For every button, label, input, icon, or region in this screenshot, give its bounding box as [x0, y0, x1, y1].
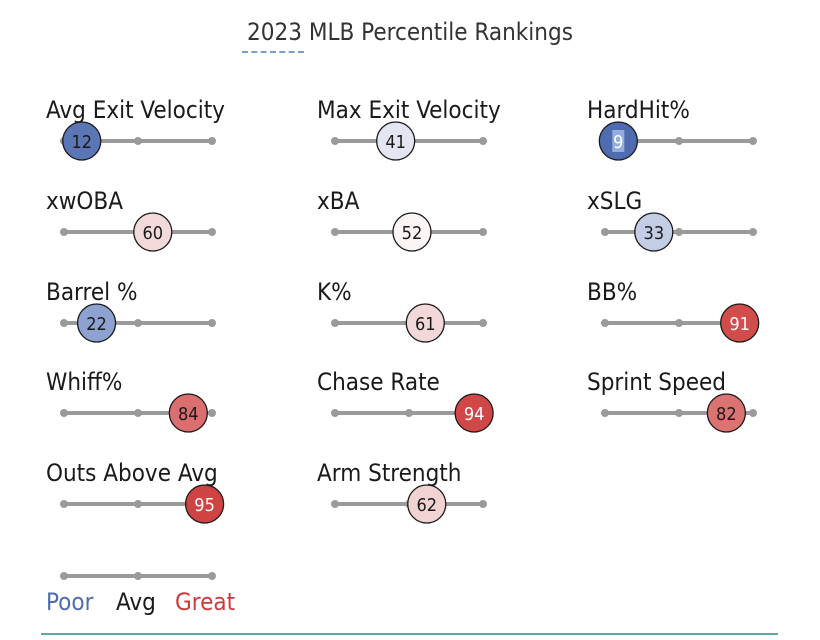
metric-chase-rate-tick-0: [331, 409, 339, 417]
metric-avg-exit-velocity-tick-1: [134, 137, 142, 145]
metric-xba-marker: [392, 212, 432, 252]
metric-hardhit-value: 9: [613, 132, 623, 153]
metric-avg-exit-velocity-marker: [62, 121, 102, 161]
metric-arm-strength-marker: [407, 484, 447, 524]
metric-max-exit-velocity-tick-0: [331, 137, 339, 145]
metric-barrel-tick-1: [134, 319, 142, 327]
chart-title-wrap: 2023 MLB Percentile Rankings: [0, 18, 820, 46]
metric-outs-above-avg-marker: [184, 484, 225, 524]
metric-sprint-speed-value: 82: [716, 404, 737, 425]
metric-max-exit-velocity-marker: [376, 121, 416, 161]
metric-barrel-tick-2: [208, 319, 216, 327]
metric-outs-above-avg-tick-1: [134, 500, 142, 508]
metric-xwoba-value: 60: [142, 223, 163, 244]
metric-xwoba-marker: [133, 212, 173, 252]
metric-xwoba-tick-0: [60, 228, 68, 236]
metric-xba-value: 52: [402, 223, 423, 244]
metric-sprint-speed-tick-1: [675, 409, 683, 417]
metric-avg-exit-velocity-label: Avg Exit Velocity: [46, 96, 225, 124]
metric-arm-strength-value: 62: [416, 495, 437, 516]
metric-max-exit-velocity-tick-2: [479, 137, 487, 145]
metric-bb-tick-0: [601, 319, 609, 327]
metric-arm-strength-tick-0: [331, 500, 339, 508]
metric-xwoba-label: xwOBA: [46, 187, 124, 215]
metric-bb-marker: [720, 303, 760, 343]
metric-outs-above-avg-label: Outs Above Avg: [46, 459, 218, 487]
legend-label-avg: Avg: [116, 588, 156, 616]
bottom-rule: [41, 633, 778, 635]
metric-k-marker: [405, 303, 445, 343]
metric-xslg-tick-2: [749, 228, 757, 236]
legend-tick-1: [134, 572, 142, 580]
metric-k-tick-2: [479, 319, 487, 327]
metric-max-exit-velocity-label: Max Exit Velocity: [317, 96, 501, 124]
metric-max-exit-velocity-value: 41: [385, 132, 406, 153]
metric-whiff-tick-2: [208, 409, 216, 417]
metric-avg-exit-velocity-tick-2: [208, 137, 216, 145]
metric-xslg-label: xSLG: [587, 187, 643, 215]
metric-xslg-tick-0: [601, 228, 609, 236]
title-underline: [242, 51, 304, 53]
metric-outs-above-avg-tick-0: [60, 500, 68, 508]
metric-sprint-speed-tick-2: [749, 409, 757, 417]
metric-hardhit-label: HardHit%: [587, 96, 690, 124]
metric-hardhit-tick-1: [675, 137, 683, 145]
metric-sprint-speed-label: Sprint Speed: [587, 368, 727, 396]
legend-label-great: Great: [175, 588, 236, 616]
metric-xslg-tick-1: [675, 228, 683, 236]
legend-label-poor: Poor: [46, 588, 94, 616]
metric-whiff-tick-0: [60, 409, 68, 417]
metric-hardhit-highlight: [612, 130, 625, 152]
metric-whiff-tick-1: [134, 409, 142, 417]
metric-chase-rate-tick-1: [405, 409, 413, 417]
metric-k-value: 61: [415, 314, 436, 335]
metric-outs-above-avg-value: 95: [194, 495, 215, 516]
metric-chase-rate-marker: [454, 393, 494, 433]
metric-xba-tick-0: [331, 228, 339, 236]
legend-tick-0: [60, 572, 68, 580]
metric-barrel-tick-0: [60, 319, 68, 327]
metric-sprint-speed-marker: [706, 393, 747, 433]
metric-whiff-marker: [168, 393, 208, 433]
metric-arm-strength-label: Arm Strength: [317, 459, 462, 487]
metric-arm-strength-tick-2: [479, 500, 487, 508]
metric-hardhit-tick-2: [749, 137, 757, 145]
metric-bb-tick-1: [675, 319, 683, 327]
metric-chase-rate-value: 94: [464, 404, 485, 425]
metric-whiff-label: Whiff%: [46, 368, 123, 396]
metric-k-label: K%: [317, 278, 352, 306]
metric-whiff-value: 84: [178, 404, 199, 425]
metric-barrel-label: Barrel %: [46, 278, 138, 306]
metric-sprint-speed-tick-0: [601, 409, 609, 417]
metric-bb-value: 91: [729, 314, 750, 335]
metric-xslg-marker: [634, 212, 674, 252]
metric-bb-label: BB%: [587, 278, 638, 306]
legend-tick-2: [208, 572, 216, 580]
metric-xslg-value: 33: [644, 223, 665, 244]
chart-title: 2023 MLB Percentile Rankings: [247, 18, 573, 46]
metric-avg-exit-velocity-value: 12: [71, 132, 92, 153]
metric-k-tick-0: [331, 319, 339, 327]
metric-xba-tick-2: [479, 228, 487, 236]
metric-xwoba-tick-2: [208, 228, 216, 236]
metric-barrel-value: 22: [86, 314, 107, 335]
metric-xba-label: xBA: [317, 187, 360, 215]
metric-chase-rate-label: Chase Rate: [317, 368, 440, 396]
metric-barrel-marker: [76, 303, 117, 343]
